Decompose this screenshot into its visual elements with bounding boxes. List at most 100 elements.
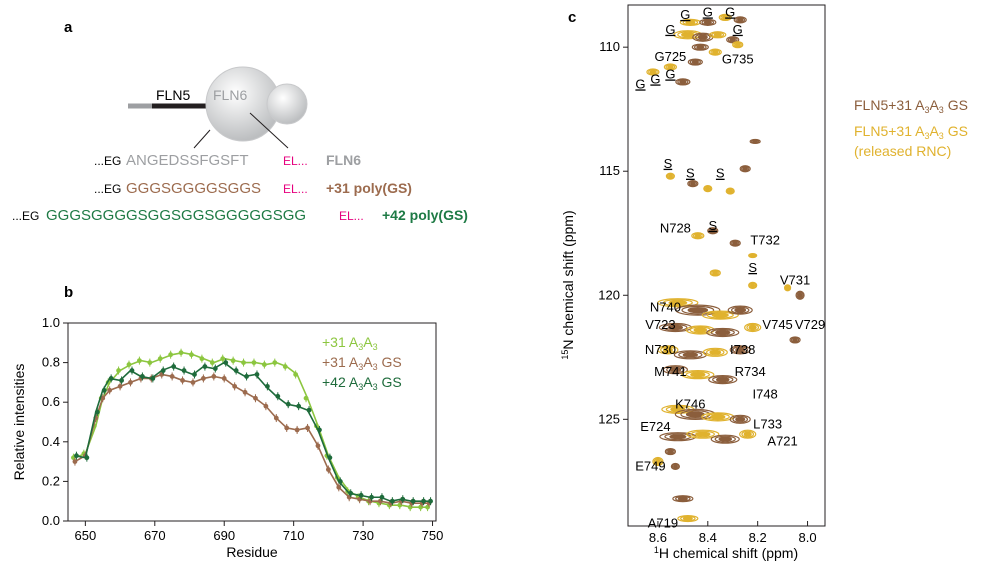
fln5-label: FLN5 [156, 87, 190, 103]
nmr-peak-contour [695, 431, 711, 437]
data-point [129, 368, 135, 373]
data-point [336, 484, 342, 490]
nmr-peak-contour [730, 306, 750, 314]
nmr-peak-contour [694, 233, 702, 238]
nmr-peak-contour [709, 228, 716, 233]
nmr-peak-contour [718, 436, 733, 442]
nmr-peak-contour [709, 269, 721, 277]
data-point [190, 380, 196, 385]
y-tick-label: 0.0 [42, 513, 60, 528]
nmr-peak-contour [735, 347, 746, 353]
data-point [421, 498, 427, 504]
x-tick-label: 8.4 [699, 530, 717, 545]
y-axis-label: Relative intensities [11, 364, 27, 481]
nmr-peak-contour [697, 34, 708, 40]
nmr-peak-contour [687, 180, 699, 188]
nmr-peak-contour [668, 300, 688, 306]
nmr-peak-contour [678, 351, 703, 359]
nmr-peak-contour [743, 431, 752, 437]
nmr-peak-contour [742, 166, 749, 171]
data-point [140, 374, 145, 379]
nmr-peak-contour [711, 312, 729, 318]
nmr-peak-contour [671, 463, 679, 470]
y-tick-label: 115 [599, 163, 620, 178]
legend-released: FLN5+31 A3A3 GS [854, 123, 968, 141]
row-suffix: EL... [283, 182, 308, 196]
nmr-peak-contour [789, 336, 801, 344]
nmr-peak-contour [669, 367, 682, 373]
nmr-peak-contour [792, 337, 798, 343]
nmr-peak-contour [734, 307, 747, 313]
data-point [389, 498, 395, 504]
nmr-peak-contour [712, 50, 719, 55]
series-line [74, 373, 430, 504]
y-tick-label: 0.2 [42, 473, 60, 488]
nmr-peak-contour [752, 139, 758, 144]
nmr-peak-contour [708, 375, 738, 385]
y-tick-label: 0.4 [42, 434, 60, 449]
x-tick-label: 710 [283, 528, 305, 543]
peak-label: L733 [753, 416, 782, 431]
x-tick-label: 730 [352, 528, 374, 543]
data-point [209, 360, 215, 365]
peak-label: S [716, 166, 725, 181]
nmr-peak-contour [662, 347, 673, 353]
nmr-peak-contour [681, 32, 695, 38]
data-point [325, 467, 331, 472]
nmr-peak-contour [704, 185, 712, 192]
data-point [379, 494, 385, 500]
peak-label: N740 [650, 300, 681, 315]
data-point [272, 360, 278, 365]
nmr-peak-contour [709, 31, 727, 39]
row-name: +42 poly(GS) [382, 207, 468, 223]
nmr-peak-contour [672, 495, 694, 503]
peak-label: S [748, 260, 757, 275]
legend-released-sub: (released RNC) [854, 143, 951, 159]
nmr-peak-contour [666, 366, 685, 374]
data-point [296, 403, 302, 409]
data-point [101, 387, 107, 393]
data-point [230, 358, 236, 364]
peak-label: G [665, 22, 675, 37]
panel-a: a FLN5 FLN6 ...EG ANGEDSSFGSFT EL... FLN… [12, 19, 468, 224]
data-point [157, 356, 163, 362]
nmr-peak-contour [657, 345, 679, 355]
row-prefix: ...EG [94, 182, 121, 196]
nmr-peak-contour [677, 496, 688, 501]
row-suffix: EL... [339, 209, 364, 223]
nmr-peak-contour [666, 448, 675, 455]
data-point [108, 376, 114, 381]
nmr-peak-contour [703, 20, 712, 25]
peak-label: G [703, 4, 713, 19]
nmr-peak-contour [720, 14, 731, 21]
peak-label: G [650, 71, 660, 86]
nmr-peak-contour [675, 495, 691, 502]
legend-entry: +42 A3A3 GS [322, 374, 402, 392]
data-point [220, 356, 226, 362]
nmr-peak-contour [726, 188, 734, 194]
nmr-peak-contour [667, 64, 674, 70]
data-point [293, 372, 299, 377]
data-point [282, 364, 288, 369]
peak-label: E724 [640, 419, 670, 434]
nmr-peak-contour [705, 186, 711, 191]
data-point [306, 407, 312, 413]
nmr-peak-contour [736, 17, 744, 22]
data-point [181, 368, 187, 373]
nmr-peak-contour [682, 19, 699, 26]
peak-label: G [680, 7, 690, 22]
peak-label: E749 [635, 458, 665, 473]
nmr-peak-contour [729, 414, 751, 424]
nmr-peak-contour [735, 416, 746, 422]
data-point [119, 378, 124, 383]
nmr-peak-contour [750, 253, 756, 258]
peak-label: I738 [730, 342, 755, 357]
x-tick-label: 690 [213, 528, 235, 543]
pointer-line-right [249, 112, 289, 149]
spectrum-y-label: 15N chemical shift (ppm) [560, 210, 576, 359]
sequence-row-fln6: ...EG ANGEDSSFGSFT EL... FLN6 [94, 152, 361, 169]
y-tick-label: 0.8 [42, 355, 60, 370]
nmr-peak-contour [725, 187, 735, 195]
nmr-peak-contour [701, 19, 715, 26]
peak-label: I748 [752, 387, 777, 402]
